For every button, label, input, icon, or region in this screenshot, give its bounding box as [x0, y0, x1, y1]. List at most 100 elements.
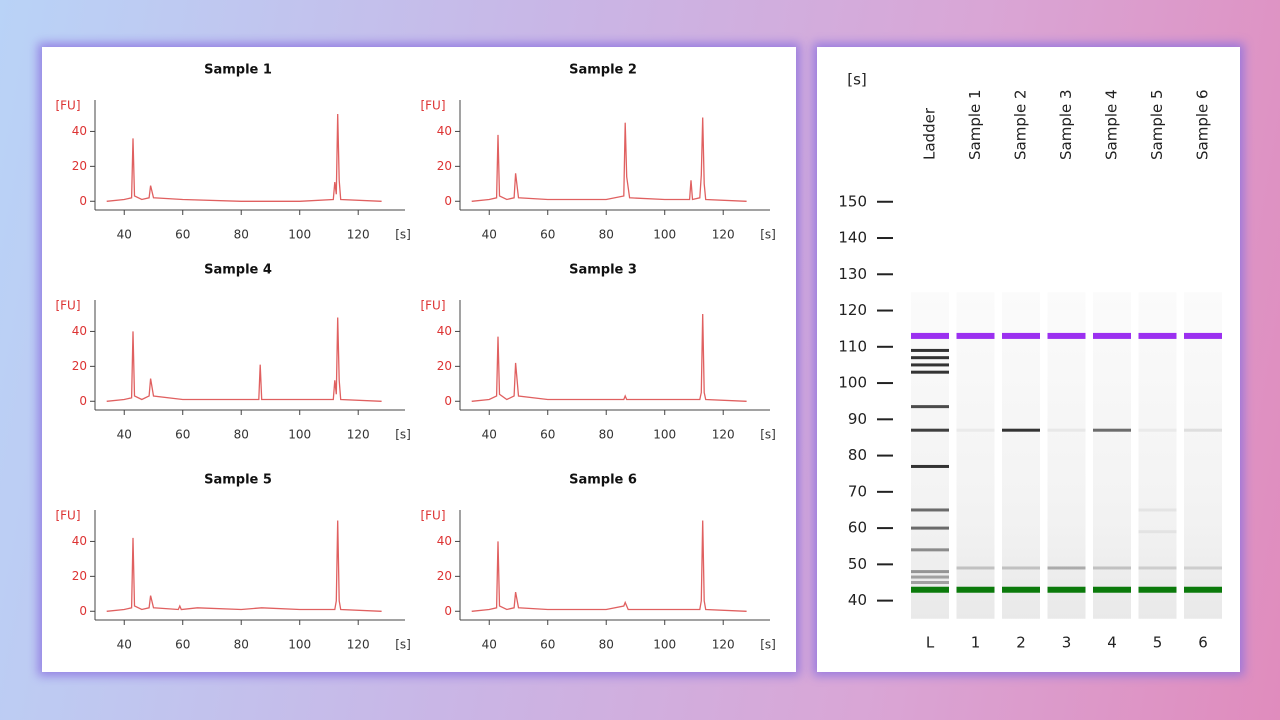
- y-tick-label: 0: [444, 394, 452, 408]
- x-tick-label: 80: [234, 428, 249, 442]
- y-tick-label: 130: [838, 265, 867, 283]
- lane-name: Sample 5: [1148, 89, 1166, 160]
- x-tick-label: 40: [482, 428, 497, 442]
- band: [911, 575, 949, 579]
- x-axis-label: [s]: [395, 638, 411, 652]
- band: [1138, 428, 1177, 432]
- x-axis-label: [s]: [395, 228, 411, 242]
- band: [911, 464, 949, 468]
- x-tick-label: 40: [117, 638, 132, 652]
- y-tick-label: 110: [838, 337, 867, 355]
- band: [911, 370, 949, 374]
- y-tick-label: 90: [848, 410, 867, 428]
- lane-label: 1: [971, 634, 981, 652]
- lane-label: 6: [1198, 634, 1208, 652]
- band: [911, 405, 949, 409]
- marker-band: [1047, 332, 1086, 339]
- x-tick-label: 40: [482, 228, 497, 242]
- x-axis-label: [s]: [760, 428, 776, 442]
- x-tick-label: 120: [712, 428, 735, 442]
- y-tick-label: 40: [72, 124, 87, 138]
- band: [911, 363, 949, 367]
- lane-background: [1184, 292, 1222, 619]
- y-axis-label: [FU]: [55, 99, 80, 113]
- x-tick-label: 100: [653, 228, 676, 242]
- lane-name: Sample 6: [1194, 89, 1212, 160]
- marker-band: [1184, 586, 1222, 593]
- trace: [471, 520, 747, 612]
- band: [1002, 566, 1040, 570]
- lane-background: [1047, 292, 1086, 619]
- marker-band: [1002, 586, 1040, 593]
- lane-label: 3: [1062, 634, 1072, 652]
- x-tick-label: 40: [117, 428, 132, 442]
- marker-band: [911, 586, 949, 593]
- trace: [106, 520, 382, 612]
- marker-band: [911, 332, 949, 339]
- x-tick-label: 100: [288, 428, 311, 442]
- lane-name: Sample 4: [1103, 89, 1121, 160]
- lane-name: Sample 3: [1057, 89, 1075, 160]
- band: [1138, 530, 1177, 534]
- electropherogram-panel: [42, 47, 796, 672]
- band: [1093, 428, 1131, 432]
- y-tick-label: 140: [838, 229, 867, 247]
- y-tick-label: 20: [437, 359, 452, 373]
- x-tick-label: 60: [175, 228, 190, 242]
- band: [1047, 566, 1086, 570]
- lane-background: [911, 292, 949, 619]
- band: [911, 526, 949, 530]
- band: [1047, 428, 1086, 432]
- chart-title: Sample 3: [569, 263, 637, 278]
- y-tick-label: 0: [444, 194, 452, 208]
- y-tick-label: 20: [72, 569, 87, 583]
- y-axis-label: [FU]: [420, 509, 445, 523]
- x-tick-label: 60: [175, 638, 190, 652]
- x-tick-label: 120: [712, 638, 735, 652]
- y-tick-label: 80: [848, 446, 867, 464]
- y-axis-label: [FU]: [420, 299, 445, 313]
- x-tick-label: 80: [599, 638, 614, 652]
- y-tick-label: 0: [79, 604, 87, 618]
- band: [1093, 566, 1131, 570]
- chart-title: Sample 1: [204, 63, 272, 78]
- marker-band: [956, 586, 995, 593]
- marker-band: [1184, 332, 1222, 339]
- band: [911, 356, 949, 360]
- y-tick-label: 40: [437, 324, 452, 338]
- x-tick-label: 60: [540, 638, 555, 652]
- y-tick-label: 100: [838, 374, 867, 392]
- marker-band: [1138, 332, 1177, 339]
- marker-band: [1138, 586, 1177, 593]
- y-tick-label: 150: [838, 192, 867, 210]
- band: [911, 428, 949, 432]
- band: [911, 570, 949, 574]
- marker-band: [1093, 332, 1131, 339]
- marker-band: [956, 332, 995, 339]
- y-tick-label: 40: [72, 534, 87, 548]
- y-tick-label: 40: [437, 534, 452, 548]
- y-tick-label: 20: [72, 159, 87, 173]
- lane-label: 5: [1153, 634, 1163, 652]
- y-axis-label: [FU]: [55, 299, 80, 313]
- chart-title: Sample 5: [204, 473, 272, 488]
- trace: [471, 313, 747, 402]
- trace: [471, 117, 747, 202]
- x-tick-label: 60: [175, 428, 190, 442]
- y-tick-label: 0: [79, 194, 87, 208]
- band: [1138, 508, 1177, 512]
- lane-label: L: [926, 634, 935, 652]
- y-axis-label: [s]: [847, 71, 867, 89]
- x-tick-label: 40: [482, 638, 497, 652]
- lane-name: Sample 2: [1012, 89, 1030, 160]
- lane-background: [956, 292, 995, 619]
- y-tick-label: 40: [848, 591, 867, 609]
- trace: [106, 317, 382, 402]
- x-tick-label: 60: [540, 228, 555, 242]
- band: [956, 428, 995, 432]
- x-tick-label: 100: [653, 638, 676, 652]
- y-axis-label: [FU]: [55, 509, 80, 523]
- x-tick-label: 100: [288, 638, 311, 652]
